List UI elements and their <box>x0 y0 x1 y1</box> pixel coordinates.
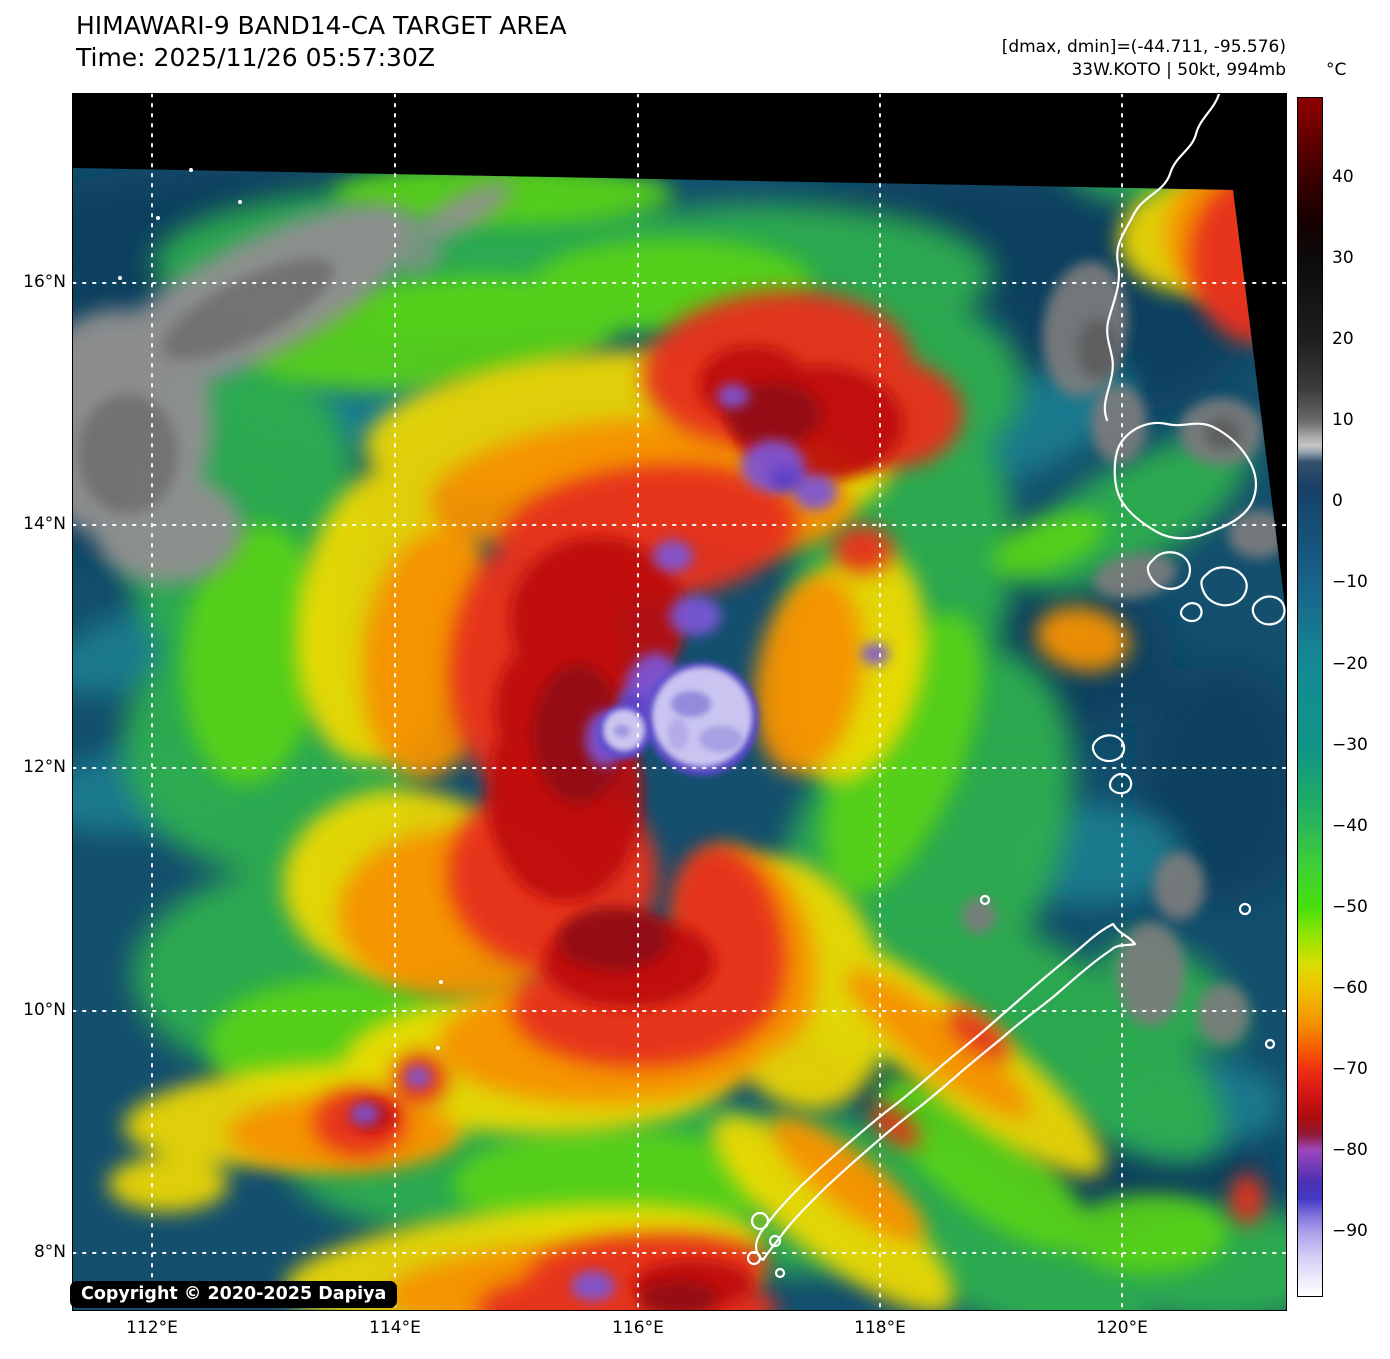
coastline-islands <box>1108 772 1133 795</box>
latitude-label: 16°N <box>23 272 66 292</box>
coastline-palawan <box>754 922 1137 1262</box>
colorbar-tick-label: −40 <box>1332 815 1368 836</box>
latitude-label: 12°N <box>23 757 66 777</box>
coastline-islet <box>1264 1038 1276 1050</box>
longitude-label: 114°E <box>369 1318 421 1338</box>
coastline-islands <box>1091 734 1126 763</box>
coastline-islands <box>1200 566 1248 607</box>
coastlines <box>746 94 1286 1279</box>
coastline-islands <box>1146 551 1191 590</box>
colorbar-tick-label: 0 <box>1332 491 1343 512</box>
colorbar-tick-label: 40 <box>1332 167 1354 188</box>
latitude-label: 10°N <box>23 1000 66 1020</box>
longitude-label: 112°E <box>126 1318 178 1338</box>
satellite-map <box>72 93 1287 1311</box>
coastline-mindoro <box>1113 421 1257 540</box>
graticule <box>73 94 1286 1310</box>
coastline-islet <box>768 1234 782 1248</box>
colorbar-tick-label: 10 <box>1332 410 1354 431</box>
colorbar-tick-label: −70 <box>1332 1058 1368 1079</box>
colorbar-tick-label: 20 <box>1332 329 1354 350</box>
colorbar <box>1297 97 1323 1297</box>
dmax-dmin-readout: [dmax, dmin]=(-44.711, -95.576) <box>1001 37 1286 57</box>
colorbar-tick-label: −80 <box>1332 1140 1368 1161</box>
colorbar-tick-label: −90 <box>1332 1221 1368 1242</box>
coastline-islet <box>979 894 991 906</box>
longitude-label: 116°E <box>612 1318 664 1338</box>
coastline-islet <box>746 1250 762 1266</box>
coastline-islet <box>1238 902 1252 916</box>
coastline-islands <box>1251 595 1286 626</box>
header-readouts: [dmax, dmin]=(-44.711, -95.576) 33W.KOTO… <box>1002 36 1286 82</box>
latitude-label: 8°N <box>33 1242 66 1262</box>
noise-specks <box>118 168 443 1050</box>
figure-title: HIMAWARI-9 BAND14-CA TARGET AREA <box>76 11 567 40</box>
colorbar-tick-label: −30 <box>1332 734 1368 755</box>
colorbar-tick-label: −50 <box>1332 896 1368 917</box>
colorbar-unit-label: °C <box>1326 60 1347 80</box>
copyright-text: Copyright © 2020-2025 Dapiya <box>81 1284 387 1304</box>
colorbar-tick-label: −10 <box>1332 572 1368 593</box>
coastline-islands <box>1179 602 1203 623</box>
satellite-imagery <box>73 168 1286 1310</box>
coastline-islet <box>774 1267 786 1279</box>
colorbar-tick-label: −60 <box>1332 977 1368 998</box>
storm-readout: 33W.KOTO | 50kt, 994mb <box>1071 60 1286 80</box>
coastline-luzon <box>1103 94 1221 422</box>
colorbar-tick-label: −20 <box>1332 653 1368 674</box>
colorbar-tick-label: 30 <box>1332 248 1354 269</box>
copyright-badge: Copyright © 2020-2025 Dapiya <box>70 1281 398 1308</box>
latitude-label: 14°N <box>23 514 66 534</box>
longitude-label: 118°E <box>854 1318 906 1338</box>
figure-time: Time: 2025/11/26 05:57:30Z <box>76 43 435 72</box>
longitude-label: 120°E <box>1096 1318 1148 1338</box>
coastline-islet <box>750 1211 770 1231</box>
